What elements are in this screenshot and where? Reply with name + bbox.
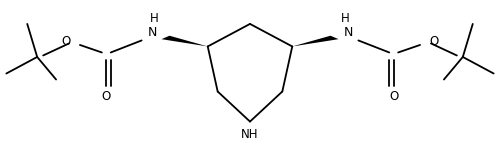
Text: NH: NH bbox=[241, 128, 259, 141]
Polygon shape bbox=[292, 36, 339, 47]
Polygon shape bbox=[162, 36, 208, 47]
Text: O: O bbox=[62, 35, 71, 48]
Text: N: N bbox=[344, 26, 352, 39]
Text: O: O bbox=[101, 90, 110, 103]
Text: H: H bbox=[341, 12, 350, 25]
Text: O: O bbox=[429, 35, 438, 48]
Text: H: H bbox=[150, 12, 159, 25]
Text: O: O bbox=[390, 90, 399, 103]
Text: N: N bbox=[148, 26, 156, 39]
